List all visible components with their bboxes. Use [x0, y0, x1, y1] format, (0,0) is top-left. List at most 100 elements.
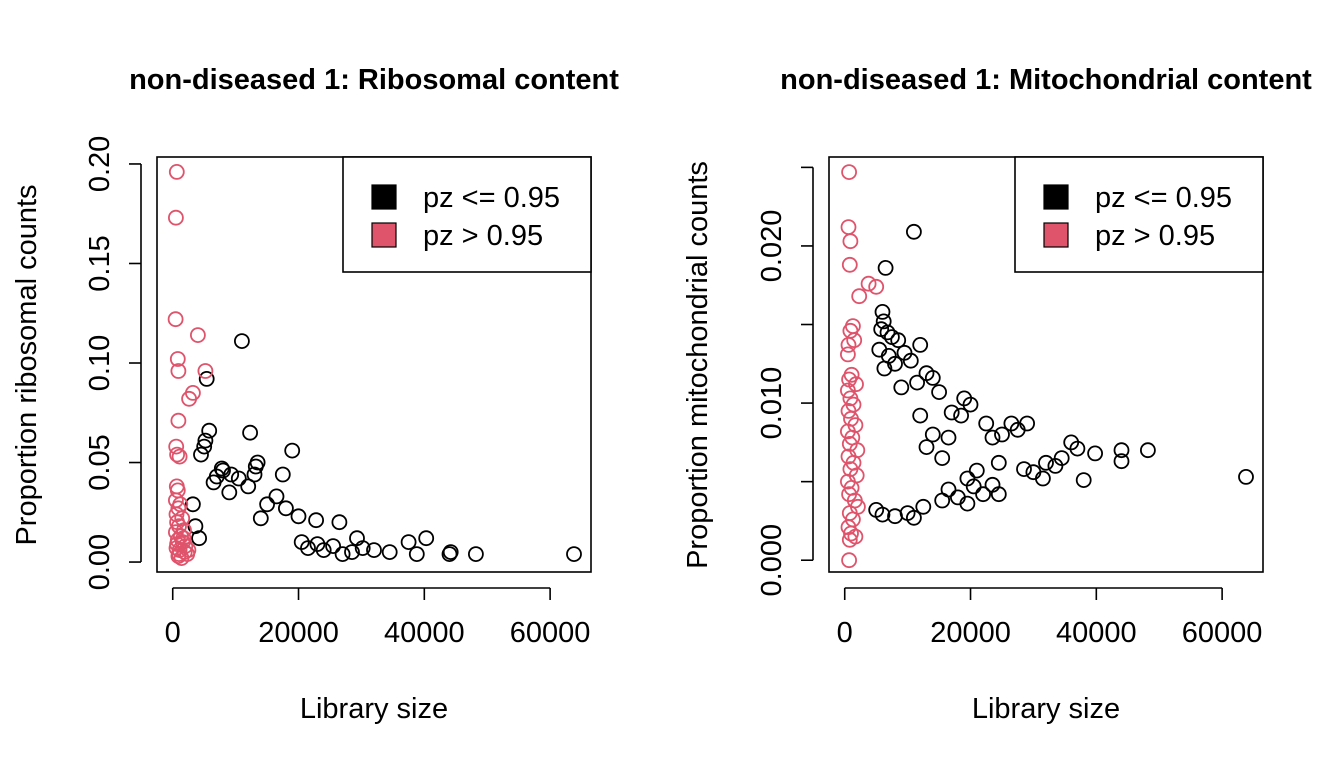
ribosomal-point-low: [191, 530, 208, 547]
mitochondrial-y-tick-label: 0.010: [756, 367, 788, 440]
ribosomal-point-high: [171, 448, 188, 465]
ribosomal-point-low: [381, 544, 398, 560]
mitochondrial-point-high: [851, 288, 868, 305]
ribosomal-legend-swatch-low: [371, 184, 397, 210]
ribosomal-point-low: [221, 484, 238, 501]
mitochondrial-point-low: [931, 384, 947, 401]
ribosomal-x-axis-label: Library size: [300, 693, 448, 725]
mitochondrial-point-low: [918, 439, 935, 456]
mitochondrial-point-low: [1113, 453, 1130, 470]
mitochondrial-point-low: [906, 223, 922, 240]
mitochondrial-point-low: [962, 396, 979, 413]
ribosomal-point-high: [171, 546, 187, 562]
mitochondrial-point-low: [909, 374, 925, 391]
ribosomal-point-low: [205, 474, 222, 491]
ribosomal-point-low: [259, 496, 276, 513]
ribosomal-point-low: [252, 510, 269, 527]
ribosomal-ticks: 0 20000 40000 60000 0.00 0.05 0.10 0.15 0.20: [84, 136, 590, 649]
mitochondrial-point-low: [912, 336, 929, 353]
ribosomal-point-high: [169, 351, 186, 367]
mitochondrial-point-low: [1053, 450, 1070, 467]
ribosomal-point-low: [242, 424, 259, 441]
ribosomal-point-low: [400, 534, 417, 550]
mitochondrial-point-high: [841, 256, 858, 273]
ribosomal-point-low: [566, 546, 582, 562]
mitochondrial-point-low: [943, 404, 960, 421]
mitochondrial-point-low: [965, 478, 982, 495]
mitochondrial-legend-label-high: pz > 0.95: [1095, 220, 1215, 252]
ribosomal-point-low: [247, 458, 264, 475]
ribosomal-point-low: [230, 470, 247, 487]
ribosomal-point-high: [189, 327, 206, 344]
ribosomal-point-low: [277, 500, 294, 517]
mitochondrial-point-low: [953, 407, 969, 424]
mitochondrial-point-low: [978, 415, 995, 432]
ribosomal-y-tick-label: 0.10: [84, 335, 116, 391]
ribosomal-point-high: [170, 412, 187, 429]
mitochondrial-x-tick-label: 60000: [1182, 617, 1263, 649]
mitochondrial-point-low: [1025, 464, 1042, 481]
ribosomal-point-low: [441, 546, 458, 562]
ribosomal-point-low: [240, 478, 257, 495]
mitochondrial-panel: non-diseased 1: Mitochondrial content Li…: [682, 64, 1312, 725]
mitochondrial-point-low: [1016, 461, 1032, 478]
mitochondrial-point-low: [874, 303, 891, 320]
ribosomal-point-low: [325, 538, 342, 554]
mitochondrial-point-low: [924, 369, 941, 386]
mitochondrial-point-high: [841, 164, 857, 181]
ribosomal-x-tick-label: 20000: [258, 617, 339, 649]
mitochondrial-y-tick-label: 0.000: [756, 524, 788, 597]
ribosomal-point-low: [198, 370, 215, 387]
mitochondrial-point-low: [1009, 421, 1026, 438]
mitochondrial-point-high: [840, 402, 857, 419]
mitochondrial-point-low: [868, 501, 885, 518]
ribosomal-point-low: [274, 466, 291, 483]
mitochondrial-legend-box: [1014, 156, 1264, 273]
mitochondrial-legend-swatch-low: [1043, 184, 1069, 210]
mitochondrial-legend: pz <= 0.95 pz > 0.95: [1014, 156, 1264, 273]
mitochondrial-point-low: [990, 454, 1007, 471]
ribosomal-point-high: [197, 363, 214, 379]
mitochondrial-point-low: [887, 355, 903, 372]
mitochondrial-point-high: [840, 346, 856, 363]
ribosomal-point-low: [290, 508, 307, 525]
mitochondrial-point-high: [841, 552, 857, 569]
mitochondrial-point-high: [843, 525, 859, 542]
ribosomal-legend-label-low: pz <= 0.95: [423, 182, 560, 214]
mitochondrial-point-high: [860, 275, 877, 292]
mitochondrial-point-high: [841, 531, 858, 548]
ribosomal-title: non-diseased 1: Ribosomal content: [129, 64, 619, 96]
mitochondrial-point-low: [1113, 442, 1130, 459]
mitochondrial-point-low: [876, 360, 893, 377]
ribosomal-point-high: [170, 363, 187, 379]
mitochondrial-title: non-diseased 1: Mitochondrial content: [780, 64, 1312, 96]
mitochondrial-point-low: [1069, 440, 1086, 457]
mitochondrial-point-high: [840, 336, 857, 353]
ribosomal-point-low: [467, 546, 484, 562]
ribosomal-point-high: [174, 510, 191, 527]
mitochondrial-point-high: [840, 382, 856, 399]
mitochondrial-legend-swatch-high: [1043, 222, 1069, 248]
ribosomal-point-low: [334, 546, 351, 562]
mitochondrial-point-low: [902, 352, 919, 369]
mitochondrial-point-low: [968, 462, 985, 479]
ribosomal-point-low: [284, 442, 301, 459]
mitochondrial-point-low: [1075, 472, 1092, 489]
ribosomal-point-high: [181, 390, 198, 407]
mitochondrial-point-low: [912, 407, 929, 424]
ribosomal-point-high: [169, 446, 186, 463]
mitochondrial-legend-label-low: pz <= 0.95: [1095, 182, 1232, 214]
mitochondrial-y-axis-label: Proportion mitochondrial counts: [682, 161, 714, 569]
mitochondrial-point-low: [887, 508, 903, 525]
ribosomal-y-tick-label: 0.20: [84, 136, 116, 192]
mitochondrial-x-axis-label: Library size: [972, 693, 1120, 725]
mitochondrial-x-tick-label: 40000: [1056, 617, 1137, 649]
mitochondrial-point-low: [906, 509, 922, 526]
mitochondrial-point-low: [875, 313, 892, 330]
ribosomal-point-high: [168, 438, 185, 455]
mitochondrial-point-low: [934, 450, 951, 467]
ribosomal-point-high: [168, 163, 185, 180]
mitochondrial-point-low: [990, 486, 1007, 503]
mitochondrial-point-high: [842, 233, 859, 250]
